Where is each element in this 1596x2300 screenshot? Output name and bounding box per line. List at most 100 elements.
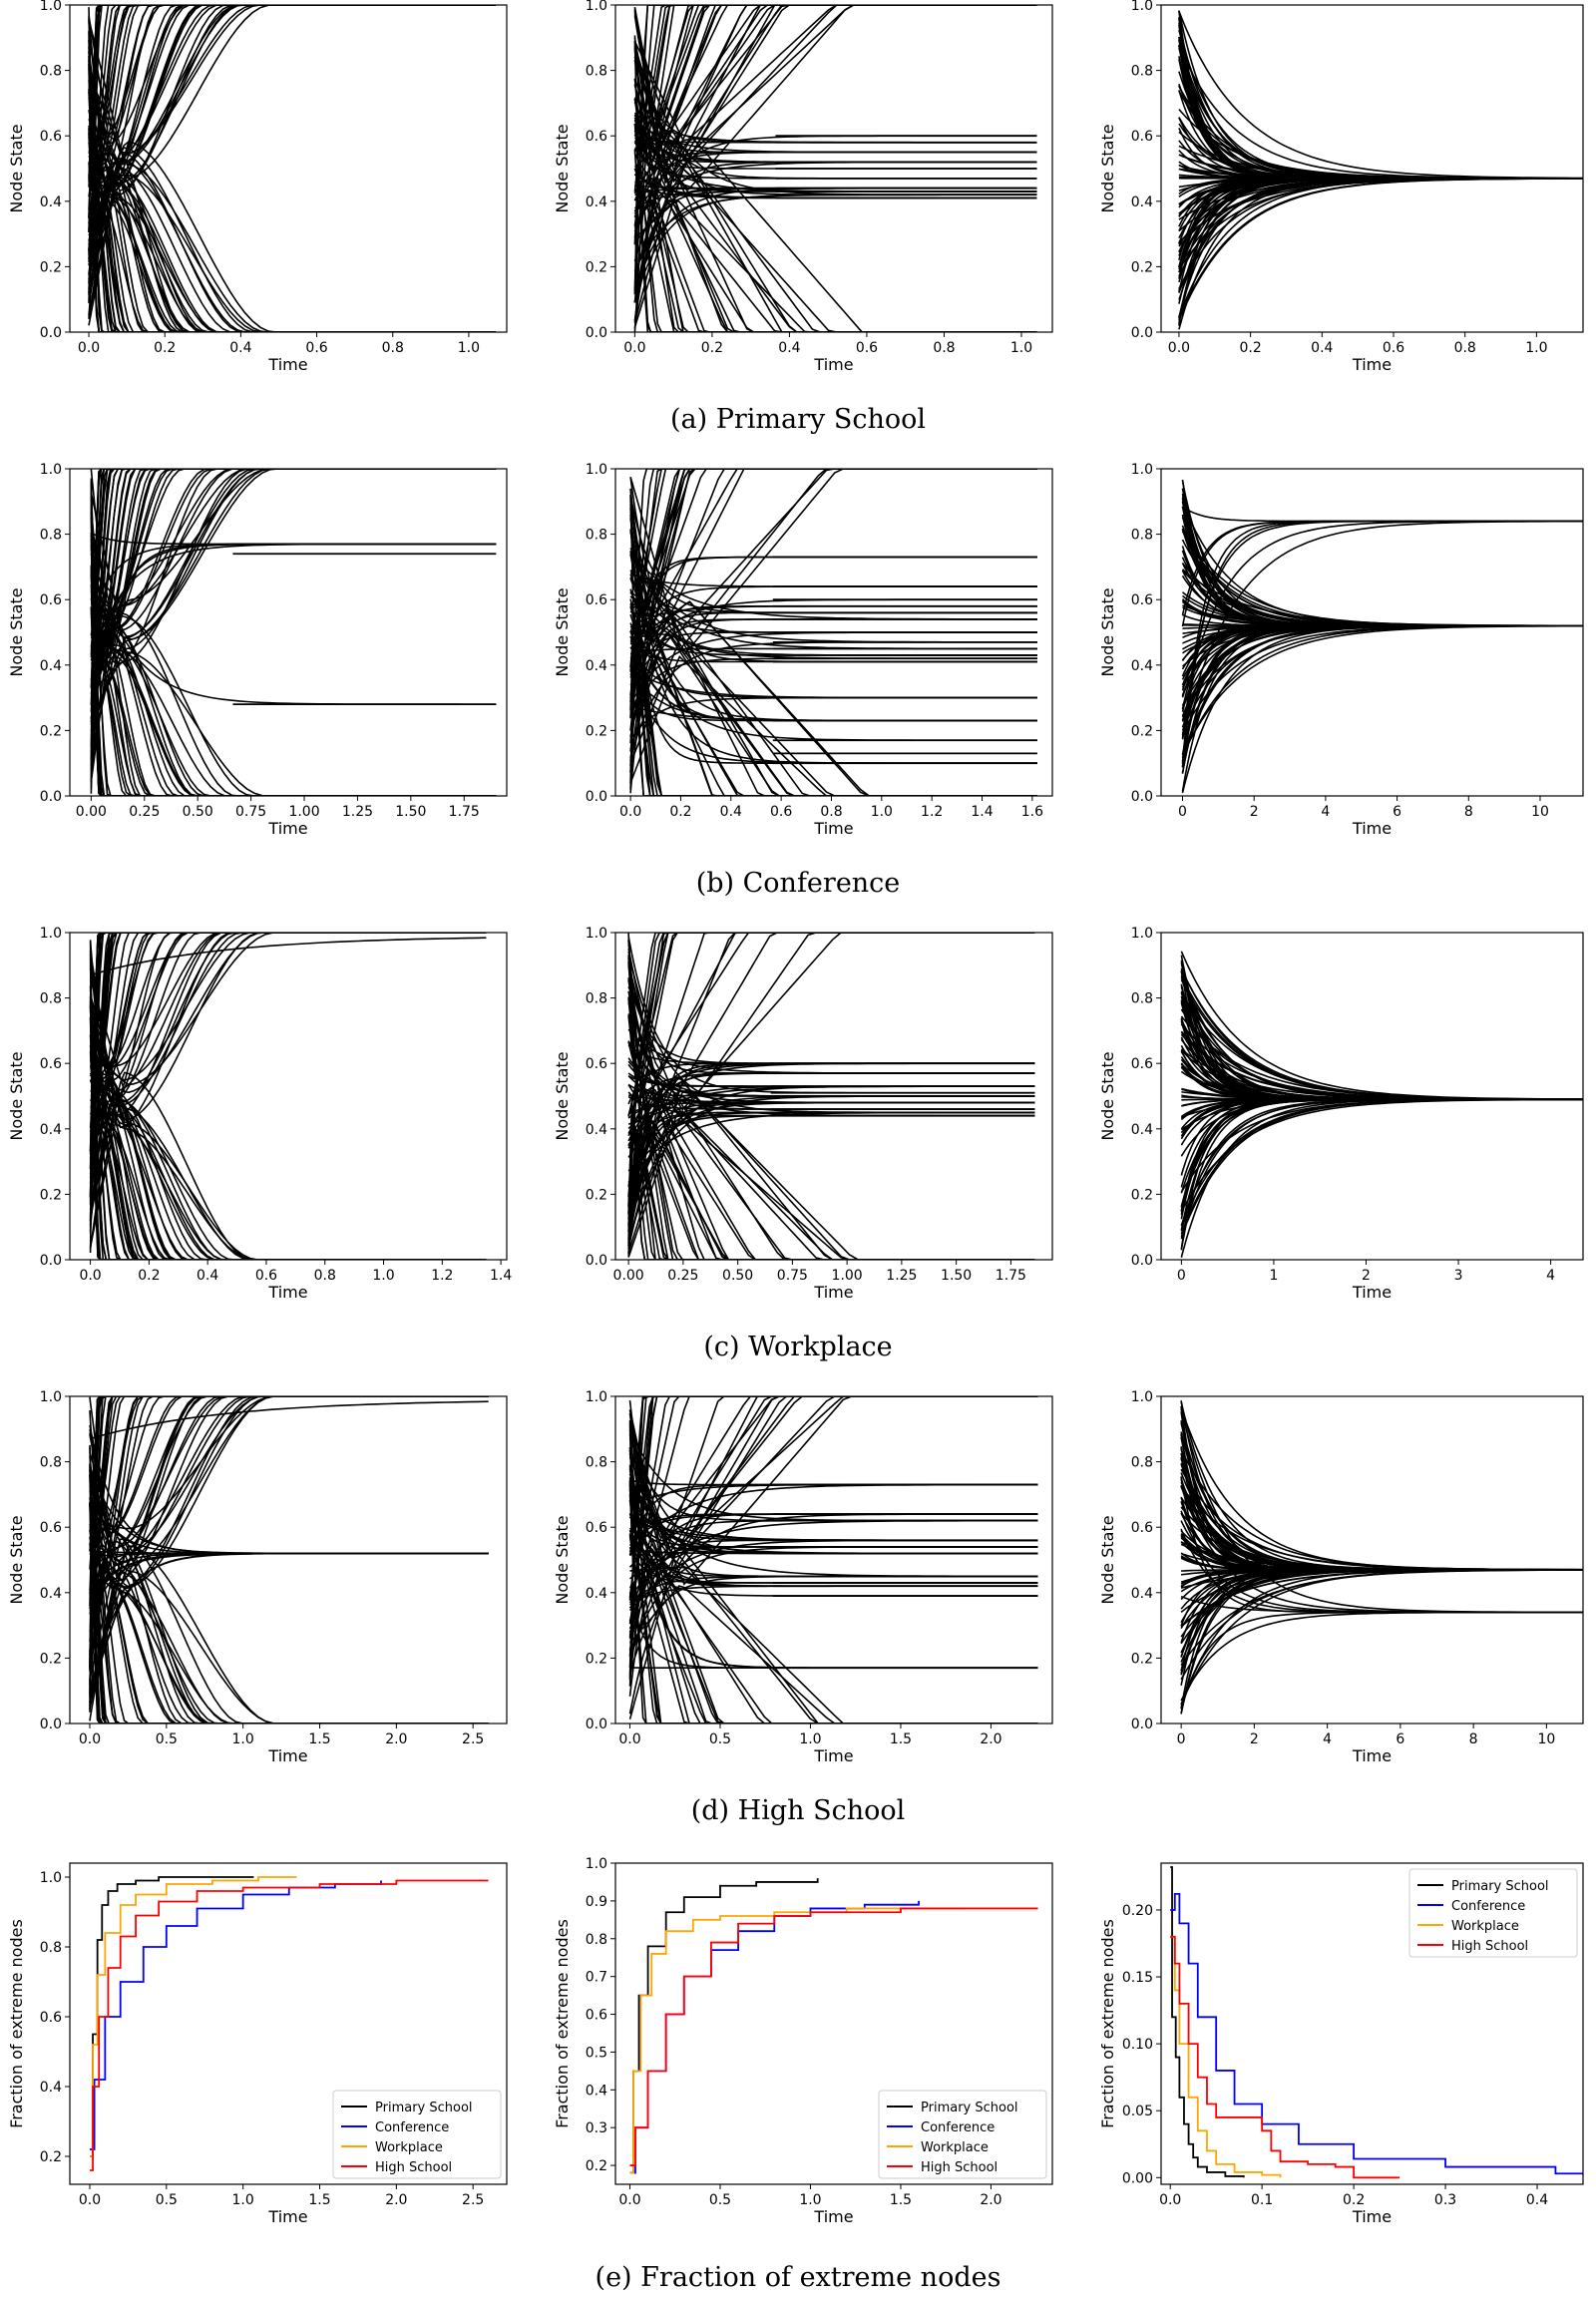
trajectory-line: [91, 1094, 487, 1260]
trajectory-line: [91, 469, 496, 612]
legend-label: Conference: [375, 2120, 449, 2135]
x-tick-label: 8: [1464, 804, 1473, 820]
y-axis-label: Fraction of extreme nodes: [1098, 1919, 1117, 2128]
y-tick-label: 0.6: [1131, 129, 1153, 145]
trajectory-line: [634, 5, 1036, 169]
y-tick-label: 0.0: [40, 325, 62, 341]
x-tick-label: 0.2: [669, 804, 691, 820]
trajectory-line: [630, 469, 1037, 610]
trajectory-line: [91, 623, 496, 796]
trajectory-line: [91, 1087, 487, 1260]
y-tick-label: 0.6: [40, 1520, 62, 1536]
x-axis-label: Time: [267, 2207, 307, 2226]
x-tick-label: 0.0: [618, 2192, 640, 2208]
trajectory-line: [1181, 1099, 1583, 1211]
x-axis-label: Time: [1352, 355, 1392, 374]
trajectory-line: [1181, 1099, 1583, 1249]
trajectory-line: [1183, 507, 1584, 521]
trajectory-line: [91, 469, 496, 635]
trajectory-line: [1181, 1099, 1583, 1212]
y-tick-label: 0.4: [40, 2080, 62, 2096]
trajectory-line: [1179, 179, 1583, 329]
y-tick-label: 1.0: [40, 1389, 62, 1405]
plot-area: [1179, 11, 1583, 330]
x-axis-label: Time: [1352, 1283, 1392, 1302]
x-tick-label: 8: [1469, 1731, 1478, 1747]
trajectory-line: [1181, 1099, 1583, 1207]
axes-frame: [70, 5, 507, 332]
y-tick-label: 0.6: [40, 129, 62, 145]
trajectory-line: [630, 469, 1037, 642]
x-tick-label: 4: [1321, 804, 1330, 820]
trajectory-line: [1179, 179, 1583, 319]
x-tick-label: 2.0: [980, 2192, 1001, 2208]
trajectory-line: [1181, 1400, 1583, 1570]
y-tick-label: 0.6: [586, 2008, 607, 2024]
trajectory-line: [90, 1504, 489, 1724]
legend-label: Workplace: [1451, 1919, 1519, 1934]
y-tick-label: 0.4: [586, 1586, 607, 1602]
trajectory-line: [91, 1005, 487, 1260]
legend-label: Workplace: [375, 2140, 443, 2155]
trajectory-line: [628, 1113, 1034, 1260]
x-tick-label: 1.5: [308, 1731, 330, 1747]
y-tick-label: 0.4: [1131, 1586, 1153, 1602]
x-tick-label: 0.5: [709, 2192, 731, 2208]
trajectory-line: [630, 1552, 1038, 1724]
x-tick-label: 0.00: [76, 804, 107, 820]
trajectory-line: [1181, 1099, 1583, 1239]
x-tick-label: 4: [1323, 1731, 1332, 1747]
trajectory-line: [90, 1396, 489, 1548]
y-tick-label: 0.8: [586, 64, 607, 80]
trajectory-line: [89, 5, 496, 188]
trajectory-line: [91, 493, 496, 796]
y-tick-label: 0.4: [1131, 1122, 1153, 1138]
y-tick-label: 0.0: [586, 325, 607, 341]
y-axis-label: Node State: [1098, 124, 1117, 212]
trajectory-line: [90, 1396, 489, 1698]
series-line-conference: [629, 1901, 919, 2173]
trajectory-line: [91, 494, 496, 796]
y-tick-label: 0.2: [586, 2158, 607, 2174]
trajectory-line: [630, 469, 1037, 609]
x-tick-label: 0.4: [720, 804, 742, 820]
trajectory-line: [90, 1452, 489, 1724]
x-tick-label: 0.0: [1159, 2192, 1181, 2208]
y-axis-label: Node State: [7, 1515, 26, 1604]
trajectory-line: [91, 1120, 487, 1260]
x-tick-label: 1.0: [1525, 340, 1547, 356]
trajectory-line: [89, 5, 496, 241]
y-tick-label: 1.0: [1131, 0, 1153, 14]
x-tick-label: 2: [1250, 804, 1259, 820]
x-tick-label: 0.50: [722, 1268, 753, 1284]
x-tick-label: 0: [1177, 1731, 1186, 1747]
trajectory-line: [1179, 40, 1583, 179]
y-tick-label: 1.0: [586, 926, 607, 942]
trajectory-line: [630, 1396, 1038, 1533]
y-tick-label: 0.0: [1131, 789, 1153, 805]
x-tick-label: 0.5: [156, 2192, 178, 2208]
trajectory-line: [630, 654, 1037, 796]
y-tick-label: 0.4: [586, 2083, 607, 2099]
trajectory-line: [628, 1070, 1034, 1260]
trajectory-line: [91, 933, 487, 1068]
x-tick-label: 0.0: [619, 804, 641, 820]
trajectory-line: [1181, 1099, 1583, 1226]
trajectory-line: [91, 933, 487, 1198]
y-tick-label: 1.0: [1131, 926, 1153, 942]
y-tick-label: 0.0: [40, 1253, 62, 1269]
x-tick-label: 0.50: [183, 804, 213, 820]
y-tick-label: 0.8: [586, 528, 607, 544]
plot-area: [628, 933, 1034, 1260]
trajectory-line: [1183, 625, 1584, 766]
trajectory-line: [1181, 1099, 1583, 1211]
trajectory-line: [89, 5, 496, 186]
y-tick-label: 0.8: [40, 528, 62, 544]
y-tick-label: 0.2: [40, 1651, 62, 1667]
x-tick-label: 0.5: [156, 1731, 178, 1747]
